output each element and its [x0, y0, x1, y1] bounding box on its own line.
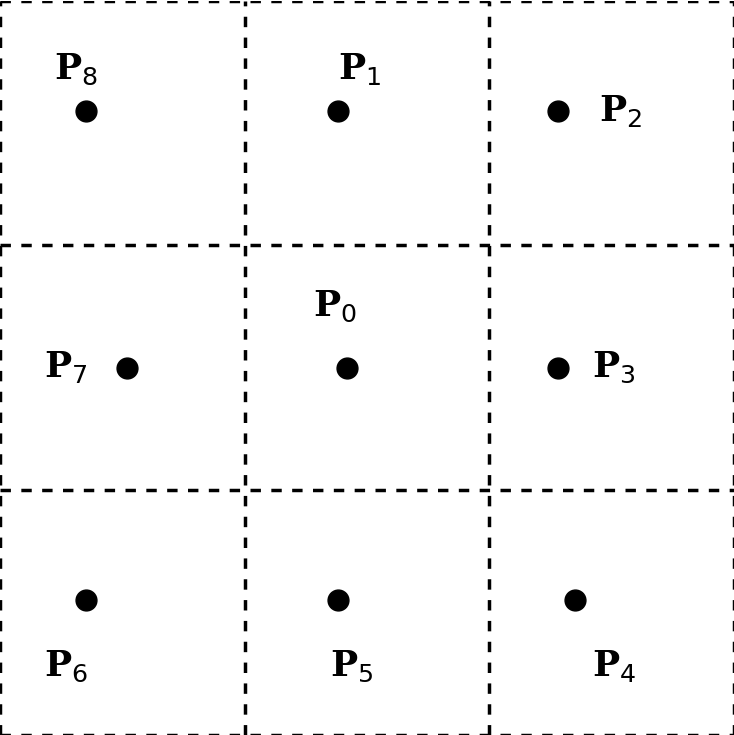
Text: P$_1$: P$_1$ [338, 51, 381, 87]
Text: P$_8$: P$_8$ [54, 51, 98, 87]
Text: P$_0$: P$_0$ [313, 289, 357, 324]
Text: P$_6$: P$_6$ [44, 648, 88, 684]
Text: P$_4$: P$_4$ [592, 648, 636, 684]
Text: P$_7$: P$_7$ [44, 350, 87, 385]
Text: P$_2$: P$_2$ [600, 93, 642, 129]
Text: P$_3$: P$_3$ [592, 350, 636, 385]
Text: P$_5$: P$_5$ [330, 648, 374, 684]
